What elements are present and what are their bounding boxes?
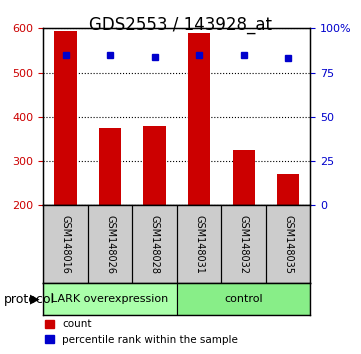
Text: GSM148028: GSM148028 bbox=[149, 215, 160, 274]
Text: GSM148035: GSM148035 bbox=[283, 215, 293, 274]
Text: protocol: protocol bbox=[4, 293, 55, 306]
Bar bbox=[55, 30, 77, 205]
Text: control: control bbox=[225, 294, 263, 304]
Text: LARK overexpression: LARK overexpression bbox=[52, 294, 169, 304]
Text: GSM148016: GSM148016 bbox=[61, 215, 71, 274]
Bar bbox=[232, 150, 255, 205]
Text: GSM148026: GSM148026 bbox=[105, 215, 115, 274]
Text: ▶: ▶ bbox=[30, 293, 40, 306]
Bar bbox=[144, 126, 166, 205]
Text: GSM148032: GSM148032 bbox=[239, 215, 249, 274]
Legend: count, percentile rank within the sample: count, percentile rank within the sample bbox=[41, 315, 242, 349]
FancyBboxPatch shape bbox=[43, 283, 177, 315]
Text: GSM148031: GSM148031 bbox=[194, 215, 204, 274]
Bar bbox=[188, 33, 210, 205]
Text: GDS2553 / 143928_at: GDS2553 / 143928_at bbox=[89, 16, 272, 34]
FancyBboxPatch shape bbox=[177, 283, 310, 315]
Bar bbox=[277, 175, 299, 205]
Bar bbox=[99, 128, 121, 205]
